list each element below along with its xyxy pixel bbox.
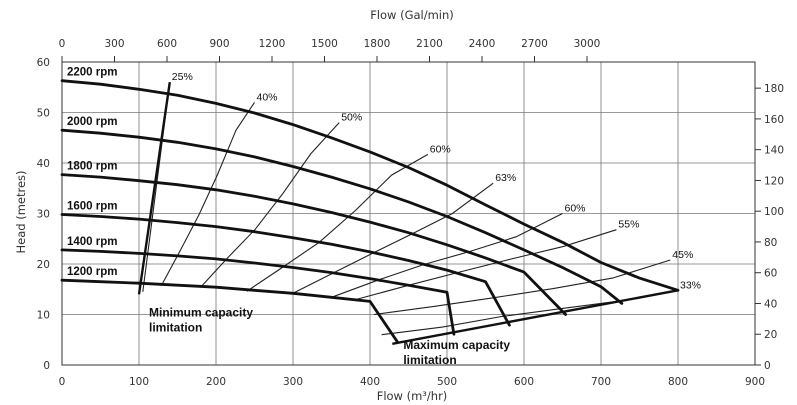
x-tick-label: 700: [591, 376, 611, 388]
y2-tick-label: 60: [764, 268, 777, 280]
speed-curve-label: 1800 rpm: [67, 161, 118, 173]
speed-curve: [60, 173, 567, 316]
y-tick-label: 60: [37, 57, 50, 69]
y2-tick-label: 20: [764, 329, 777, 341]
x2-tick-label: 600: [157, 38, 177, 50]
speed-curve-label: 1200 rpm: [67, 266, 118, 278]
y2-tick-label: 120: [764, 175, 784, 187]
efficiency-label: 60%: [430, 143, 451, 155]
y-tick-label: 50: [37, 108, 50, 120]
x2-tick-label: 900: [209, 38, 229, 50]
speed-curve: [60, 213, 511, 327]
x-tick-label: 600: [514, 376, 534, 388]
tick-labels: 0 100 200 300 400 500 600 700 800 900010203040506…: [37, 38, 784, 388]
y-tick-label: 40: [37, 158, 50, 170]
x-tick-label: 300: [283, 376, 303, 388]
efficiency-label: 55%: [618, 219, 639, 231]
x-tick-label: 200: [206, 376, 226, 388]
efficiency-line: [331, 213, 563, 298]
speed-curve-label: 2200 rpm: [67, 67, 118, 79]
minimum-capacity-label: limitation: [149, 320, 202, 334]
y2-tick-label: 80: [764, 237, 777, 249]
y2-tick-label: 180: [764, 83, 784, 95]
y2-tick-label: 40: [764, 298, 777, 310]
speed-curve-label: 1400 rpm: [67, 236, 118, 248]
y2-tick-label: 0: [764, 360, 771, 372]
speed-curve: [60, 278, 400, 344]
y-tick-label: 10: [37, 310, 50, 322]
y2-tick-label: 140: [764, 145, 784, 157]
y-tick-label: 30: [37, 209, 50, 221]
efficiency-label: 33%: [680, 279, 701, 291]
efficiency-line: [354, 229, 617, 301]
speed-curve-label: 2000 rpm: [67, 116, 118, 128]
x-tick-label: 0: [59, 376, 66, 388]
x2-axis-title: Flow (Gal/min): [370, 8, 454, 22]
x-tick-label: 500: [437, 376, 457, 388]
minimum-capacity-line: [137, 82, 171, 295]
maximum-capacity-line: [392, 289, 679, 345]
efficiency-label: 50%: [341, 112, 362, 124]
x2-tick-label: 2100: [416, 38, 443, 50]
efficiency-label: 60%: [565, 203, 586, 215]
efficiency-label: 45%: [672, 249, 693, 261]
x-tick-label: 400: [360, 376, 380, 388]
efficiency-line: [292, 182, 494, 294]
x2-tick-label: 3000: [574, 38, 601, 50]
efficiency-line: [246, 153, 429, 292]
x2-tick-label: 1500: [311, 38, 338, 50]
speed-curve: [60, 248, 456, 336]
x2-tick-label: 2700: [521, 38, 548, 50]
y-tick-label: 0: [43, 360, 50, 372]
x2-tick-label: 0: [59, 38, 66, 50]
maximum-capacity-label: Maximum capacity: [403, 338, 510, 352]
x-tick-label: 800: [668, 376, 688, 388]
efficiency-line: [200, 122, 340, 288]
x-axis-title: Flow (m³/hr): [377, 389, 448, 403]
x2-tick-label: 1200: [259, 38, 286, 50]
speed-curve-label: 1600 rpm: [67, 201, 118, 213]
y-axis-title: Head (metres): [14, 170, 28, 253]
y2-tick-label: 100: [764, 206, 784, 218]
curve-labels: 25% 40% 50% 60% 63% 60% 55% 45% 33% 2200 rpm 2000 …: [67, 67, 701, 367]
y-tick-label: 20: [37, 259, 50, 271]
maximum-capacity-label: limitation: [403, 353, 456, 367]
speed-curve: [60, 79, 680, 292]
speed-curve: [60, 128, 624, 305]
minimum-capacity-label: Minimum capacity: [149, 305, 253, 319]
x2-tick-label: 1800: [364, 38, 391, 50]
efficiency-label: 25%: [172, 71, 193, 83]
y2-tick-label: 160: [764, 114, 784, 126]
capacity-limit-lines: [137, 82, 679, 345]
efficiency-line: [373, 259, 671, 316]
speed-curves: [60, 79, 680, 344]
grid-lines: [62, 61, 756, 365]
x2-tick-label: 300: [104, 38, 124, 50]
x-tick-label: 900: [745, 376, 765, 388]
efficiency-label: 40%: [257, 91, 278, 103]
x2-tick-label: 2400: [469, 38, 496, 50]
efficiency-label: 63%: [495, 172, 516, 184]
x-tick-label: 100: [129, 376, 149, 388]
